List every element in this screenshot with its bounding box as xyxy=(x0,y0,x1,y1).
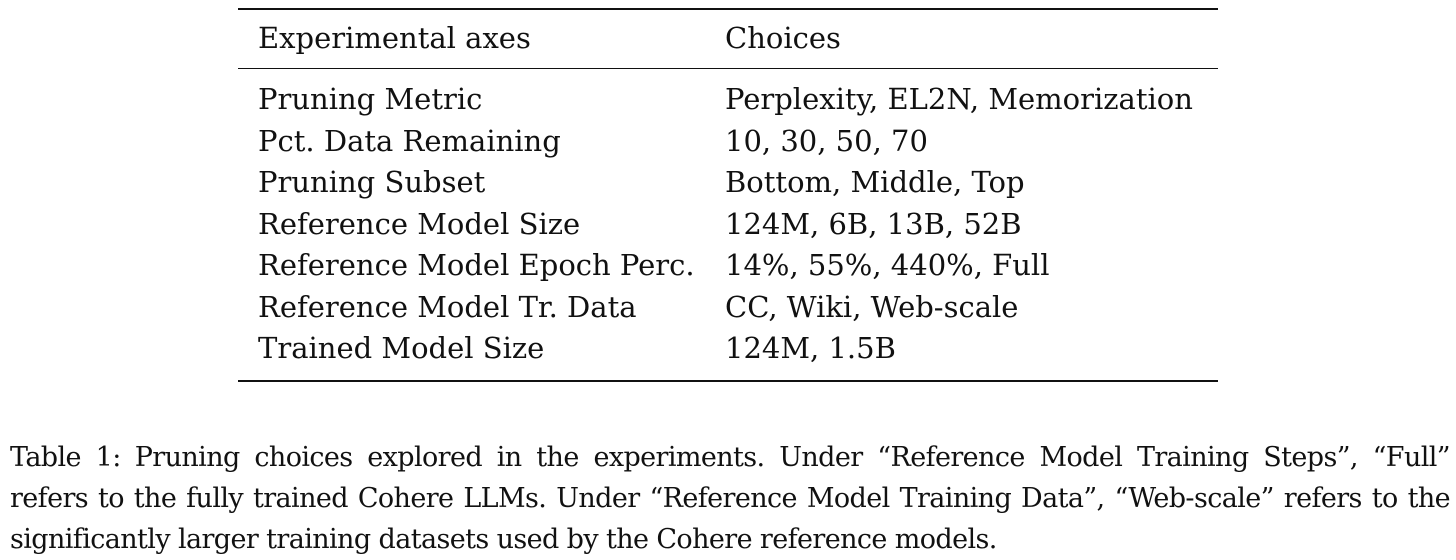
table-row: Pruning Subset Bottom, Middle, Top xyxy=(238,162,1218,204)
table-row: Pruning Metric Perplexity, EL2N, Memoriz… xyxy=(238,69,1218,121)
table-row: Reference Model Epoch Perc. 14%, 55%, 44… xyxy=(238,245,1218,287)
axis-cell: Reference Model Size xyxy=(258,206,581,241)
table-row: Trained Model Size 124M, 1.5B xyxy=(238,328,1218,381)
table-container: Experimental axes Choices Pruning Metric… xyxy=(238,8,1218,382)
choices-cell: 124M, 6B, 13B, 52B xyxy=(725,206,1022,241)
table-row: Reference Model Tr. Data CC, Wiki, Web-s… xyxy=(238,287,1218,329)
table-caption: Table 1: Pruning choices explored in the … xyxy=(10,437,1451,560)
table-header: Experimental axes Choices xyxy=(238,9,1218,69)
axis-cell: Pruning Subset xyxy=(258,165,486,199)
caption-text: Pruning choices explored in the experime… xyxy=(10,442,1451,555)
table-body: Pruning Metric Perplexity, EL2N, Memoriz… xyxy=(238,69,1218,381)
axis-cell: Pruning Metric xyxy=(258,82,483,116)
axis-cell: Reference Model Tr. Data xyxy=(258,289,637,324)
axis-cell: Trained Model Size xyxy=(258,331,545,365)
header-experimental-axes: Experimental axes xyxy=(258,21,531,56)
header-choices: Choices xyxy=(725,21,841,56)
caption-label: Table 1: xyxy=(10,442,121,473)
choices-cell: 14%, 55%, 440%, Full xyxy=(725,248,1050,282)
choices-cell: Perplexity, EL2N, Memorization xyxy=(725,82,1193,116)
choices-cell: 10, 30, 50, 70 xyxy=(725,123,928,158)
axis-cell: Pct. Data Remaining xyxy=(258,123,561,158)
pruning-choices-table: Experimental axes Choices Pruning Metric… xyxy=(238,8,1218,382)
choices-cell: Bottom, Middle, Top xyxy=(725,165,1025,199)
header-row: Experimental axes Choices xyxy=(238,9,1218,69)
choices-cell: CC, Wiki, Web-scale xyxy=(725,289,1019,324)
table-row: Reference Model Size 124M, 6B, 13B, 52B xyxy=(238,204,1218,246)
choices-cell: 124M, 1.5B xyxy=(725,331,896,365)
axis-cell: Reference Model Epoch Perc. xyxy=(258,248,695,282)
table-row: Pct. Data Remaining 10, 30, 50, 70 xyxy=(238,121,1218,163)
